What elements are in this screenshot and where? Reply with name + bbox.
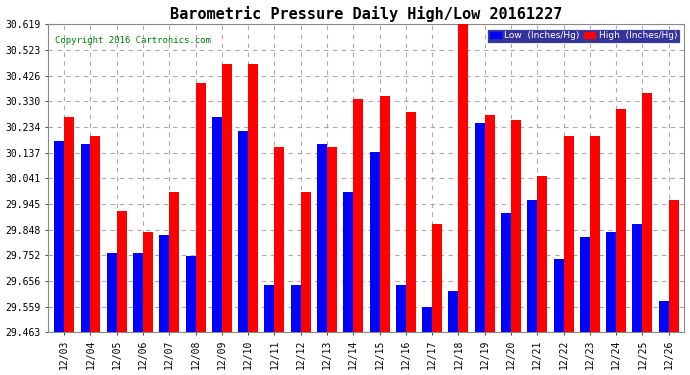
Bar: [553, 258, 564, 332]
Bar: [117, 210, 127, 332]
Bar: [290, 285, 301, 332]
Bar: [669, 200, 679, 332]
Bar: [422, 306, 432, 332]
Bar: [169, 192, 179, 332]
Bar: [143, 232, 153, 332]
Bar: [538, 176, 547, 332]
Bar: [81, 144, 90, 332]
Bar: [616, 109, 626, 332]
Title: Barometric Pressure Daily High/Low 20161227: Barometric Pressure Daily High/Low 20161…: [170, 6, 562, 21]
Bar: [344, 192, 353, 332]
Bar: [580, 237, 590, 332]
Bar: [501, 213, 511, 332]
Bar: [527, 200, 538, 332]
Bar: [370, 152, 380, 332]
Bar: [448, 291, 458, 332]
Bar: [301, 192, 310, 332]
Bar: [133, 253, 143, 332]
Bar: [186, 256, 196, 332]
Bar: [159, 234, 169, 332]
Text: Copyright 2016 Cartronics.com: Copyright 2016 Cartronics.com: [55, 36, 210, 45]
Bar: [475, 123, 484, 332]
Bar: [511, 120, 521, 332]
Bar: [432, 224, 442, 332]
Bar: [222, 64, 232, 332]
Bar: [590, 136, 600, 332]
Bar: [380, 96, 390, 332]
Bar: [396, 285, 406, 332]
Bar: [642, 93, 652, 332]
Bar: [458, 24, 469, 332]
Legend: Low  (Inches/Hg), High  (Inches/Hg): Low (Inches/Hg), High (Inches/Hg): [487, 28, 680, 43]
Bar: [64, 117, 75, 332]
Bar: [484, 114, 495, 332]
Bar: [659, 301, 669, 332]
Bar: [406, 112, 416, 332]
Bar: [633, 224, 642, 332]
Bar: [275, 147, 284, 332]
Bar: [238, 130, 248, 332]
Bar: [212, 117, 222, 332]
Bar: [264, 285, 275, 332]
Bar: [353, 99, 364, 332]
Bar: [606, 232, 616, 332]
Bar: [248, 64, 258, 332]
Bar: [317, 144, 327, 332]
Bar: [55, 141, 64, 332]
Bar: [107, 253, 117, 332]
Bar: [90, 136, 101, 332]
Bar: [564, 136, 573, 332]
Bar: [327, 147, 337, 332]
Bar: [196, 82, 206, 332]
